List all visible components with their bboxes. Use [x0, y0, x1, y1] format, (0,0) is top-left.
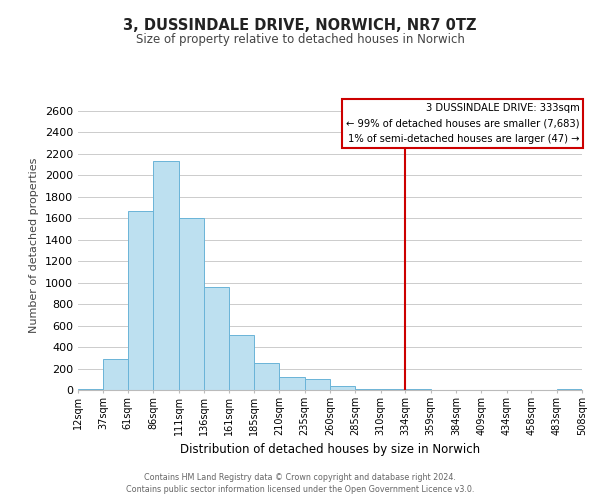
Text: Size of property relative to detached houses in Norwich: Size of property relative to detached ho…: [136, 32, 464, 46]
Bar: [305, 380, 330, 390]
X-axis label: Distribution of detached houses by size in Norwich: Distribution of detached houses by size …: [180, 444, 480, 456]
Bar: [128, 210, 153, 390]
Bar: [179, 218, 204, 390]
Bar: [279, 376, 305, 390]
Y-axis label: Number of detached properties: Number of detached properties: [29, 158, 40, 332]
Bar: [153, 161, 179, 390]
Text: Contains public sector information licensed under the Open Government Licence v3: Contains public sector information licen…: [126, 485, 474, 494]
Text: 3 DUSSINDALE DRIVE: 333sqm
← 99% of detached houses are smaller (7,683)
1% of se: 3 DUSSINDALE DRIVE: 333sqm ← 99% of deta…: [346, 103, 580, 144]
Text: 3, DUSSINDALE DRIVE, NORWICH, NR7 0TZ: 3, DUSSINDALE DRIVE, NORWICH, NR7 0TZ: [123, 18, 477, 32]
Bar: [254, 363, 279, 390]
Bar: [330, 386, 355, 390]
Bar: [204, 287, 229, 390]
Bar: [229, 335, 254, 390]
Bar: [78, 389, 103, 390]
Bar: [355, 389, 381, 390]
Bar: [103, 359, 128, 390]
Text: Contains HM Land Registry data © Crown copyright and database right 2024.: Contains HM Land Registry data © Crown c…: [144, 472, 456, 482]
